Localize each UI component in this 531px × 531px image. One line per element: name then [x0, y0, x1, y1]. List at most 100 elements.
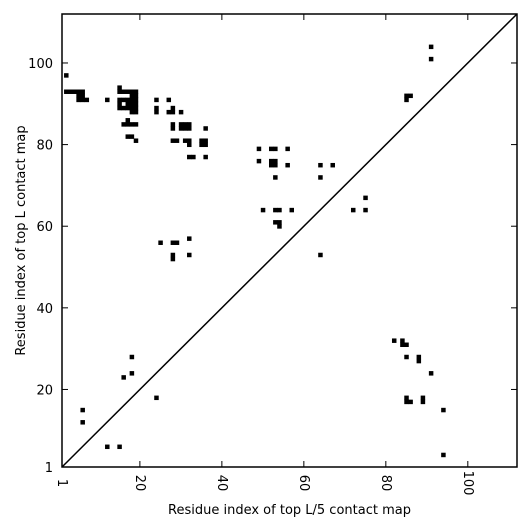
contact-point: [133, 109, 139, 115]
contact-point: [170, 252, 176, 258]
contact-point: [129, 371, 135, 376]
contact-point: [117, 105, 122, 111]
y-axis-ticks: 1 20 40 60 80 100: [28, 57, 517, 476]
contact-point: [76, 89, 81, 94]
contact-point: [187, 122, 192, 127]
x-tick-label: 1: [54, 479, 69, 487]
contact-point: [170, 105, 176, 111]
contact-point: [64, 89, 69, 94]
y-tick-label: 20: [36, 383, 53, 398]
contact-point: [80, 93, 85, 99]
contact-point: [199, 138, 204, 143]
contact-point: [318, 162, 323, 168]
contact-point: [158, 240, 163, 245]
y-tick-label: 1: [45, 461, 53, 476]
contact-point: [187, 126, 192, 131]
contact-point: [133, 101, 139, 107]
contact-point: [391, 338, 397, 343]
contact-point: [363, 195, 368, 201]
contact-point: [133, 93, 139, 99]
x-tick-label: 40: [214, 475, 229, 492]
contact-point: [187, 236, 192, 241]
contact-point: [400, 342, 405, 348]
contact-point: [125, 101, 131, 107]
contact-point: [285, 162, 290, 168]
contact-point: [170, 138, 176, 143]
contact-point: [133, 97, 139, 103]
contact-point: [117, 85, 122, 90]
contact-point: [277, 220, 282, 225]
contact-point: [182, 126, 188, 131]
contact-point: [277, 207, 282, 213]
contact-point: [117, 89, 122, 94]
contact-point: [203, 142, 208, 148]
contact-point: [129, 97, 135, 103]
x-axis-ticks: 1 20 40 60 80 100: [54, 14, 475, 495]
contact-point: [404, 93, 409, 99]
x-tick-label: 60: [296, 475, 311, 492]
plot-frame: [61, 13, 518, 468]
contact-point: [428, 56, 434, 62]
contact-point: [404, 399, 409, 405]
contact-point: [117, 101, 122, 107]
contact-point: [273, 207, 278, 213]
contact-point: [408, 93, 413, 99]
y-tick-label: 100: [28, 57, 53, 72]
contact-point: [269, 162, 274, 168]
contact-point: [256, 158, 262, 164]
contact-point: [178, 126, 184, 131]
contact-point: [416, 354, 422, 360]
contact-point: [178, 109, 184, 115]
contact-point: [170, 109, 176, 115]
contact-point: [125, 122, 131, 127]
contact-point: [256, 146, 262, 152]
contact-point: [129, 354, 135, 360]
contact-point: [117, 444, 122, 450]
contact-point: [441, 452, 446, 458]
contact-point: [420, 399, 426, 405]
contact-point: [203, 154, 208, 160]
contact-point: [133, 138, 139, 143]
contact-point: [400, 338, 405, 343]
contact-point: [273, 220, 278, 225]
contact-point: [121, 375, 126, 380]
contact-point: [121, 122, 126, 127]
contact-point: [269, 146, 274, 152]
contact-point: [84, 97, 90, 103]
contact-point: [76, 93, 81, 99]
contact-point: [273, 175, 278, 180]
contact-point: [129, 122, 135, 127]
contact-point: [80, 89, 85, 94]
contact-point: [269, 158, 274, 164]
x-tick-label: 100: [460, 471, 475, 496]
contact-point: [318, 175, 323, 180]
contact-point: [129, 109, 135, 115]
contact-point: [117, 97, 122, 103]
contact-point: [129, 89, 135, 94]
contact-point: [154, 97, 159, 103]
contact-point: [125, 97, 131, 103]
contact-point: [170, 256, 176, 262]
contact-point: [133, 122, 139, 127]
contact-point: [441, 407, 446, 413]
x-axis-title: Residue index of top L/5 contact map: [168, 503, 411, 518]
contact-point: [285, 146, 290, 152]
contact-point: [72, 89, 77, 94]
contact-point: [105, 97, 110, 103]
contact-point: [260, 207, 266, 213]
contact-point: [330, 162, 335, 168]
contact-point: [187, 252, 192, 258]
contact-point: [408, 399, 413, 405]
contact-point: [191, 154, 196, 160]
contact-point: [170, 122, 176, 127]
contact-point: [404, 395, 409, 401]
x-tick-label: 80: [378, 475, 393, 492]
contact-point: [125, 118, 131, 123]
contact-point: [170, 240, 176, 245]
contact-point: [273, 146, 278, 152]
contact-point: [121, 89, 126, 94]
contact-point: [133, 105, 139, 111]
diagonal-line: [61, 13, 518, 468]
contact-point: [68, 89, 73, 94]
